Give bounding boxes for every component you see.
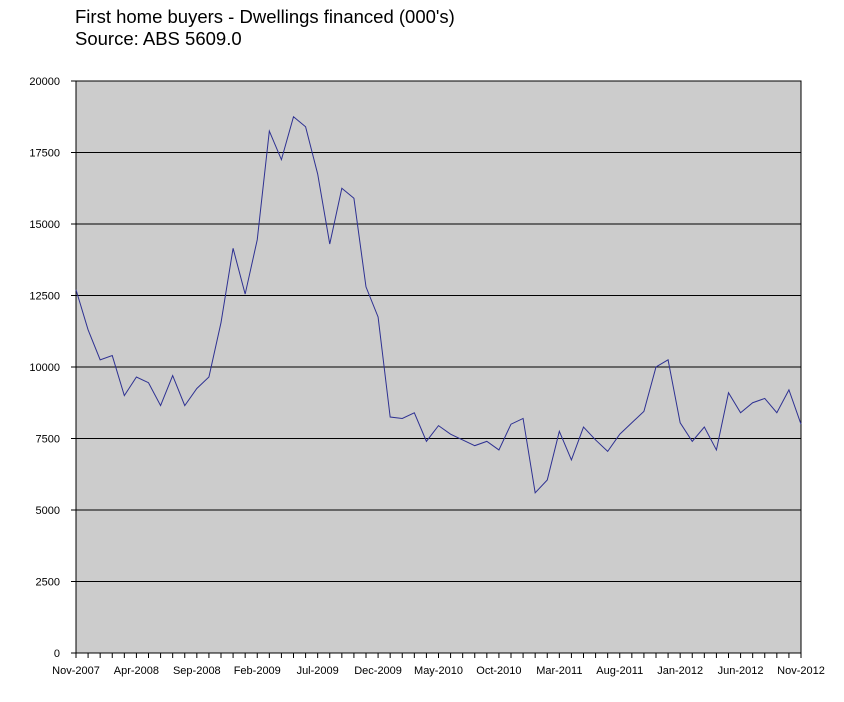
plot-border — [75, 80, 802, 654]
y-tick-label: 17500 — [29, 148, 60, 160]
chart-subtitle: Source: ABS 5609.0 — [75, 28, 242, 49]
chart-title-block: First home buyers - Dwellings financed (… — [75, 6, 455, 50]
gridlines — [76, 152, 801, 582]
x-tick-label: May-2010 — [414, 665, 463, 677]
x-tick-label: Oct-2010 — [476, 665, 521, 677]
x-tick-label: Jan-2012 — [657, 665, 703, 677]
y-tick-label: 0 — [54, 648, 60, 660]
x-tick-label: Sep-2008 — [173, 665, 221, 677]
y-tick-label: 15000 — [29, 219, 60, 231]
series-line — [75, 115, 802, 494]
x-tick-label: Apr-2008 — [114, 665, 159, 677]
y-tick-label: 7500 — [36, 434, 60, 446]
x-tick-label: Jun-2012 — [718, 665, 764, 677]
x-tick-label: Dec-2009 — [354, 665, 402, 677]
y-tick-label: 2500 — [36, 577, 60, 589]
x-tick-label: Jul-2009 — [297, 665, 339, 677]
chart-title: First home buyers - Dwellings financed (… — [75, 6, 455, 27]
y-tick-label: 20000 — [29, 76, 60, 88]
y-axis-ticks: 0 2500 5000 7500 10000 12500 15000 17500 20000 — [29, 76, 76, 660]
x-axis-ticks: Nov-2007 Apr-2008 Sep-2008 Feb-2009 Jul-2009… — [52, 653, 825, 677]
y-tick-label: 5000 — [36, 505, 60, 517]
x-tick-label: Nov-2012 — [777, 665, 825, 677]
y-tick-label: 12500 — [29, 291, 60, 303]
y-tick-label: 10000 — [29, 362, 60, 374]
x-tick-label: Aug-2011 — [596, 665, 643, 677]
x-tick-label: Mar-2011 — [536, 665, 582, 677]
x-tick-label: Feb-2009 — [234, 665, 281, 677]
x-tick-label: Nov-2007 — [52, 665, 100, 677]
